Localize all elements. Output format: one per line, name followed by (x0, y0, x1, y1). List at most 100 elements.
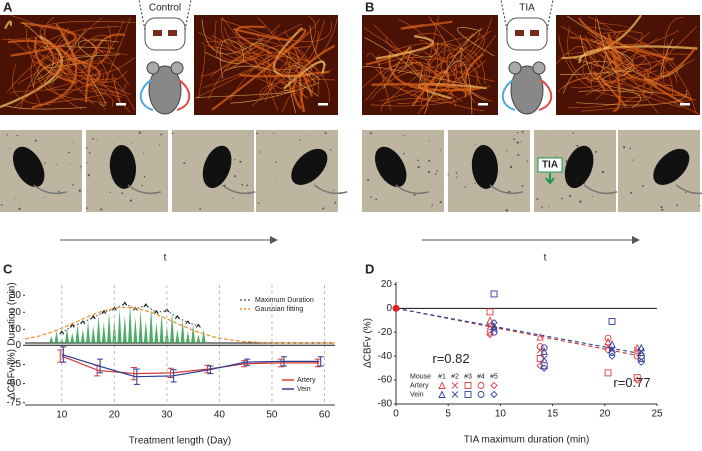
speck (464, 186, 467, 188)
marker (486, 328, 494, 336)
vessel (381, 71, 422, 106)
speck (474, 182, 476, 185)
speck (698, 205, 700, 207)
speck (516, 141, 519, 144)
vessel (370, 69, 478, 107)
vessel (102, 17, 131, 83)
vessel (405, 41, 439, 58)
vessel (26, 45, 108, 84)
speck (299, 139, 301, 142)
mouse-tail (583, 184, 618, 195)
speck (239, 160, 242, 163)
speck (9, 147, 11, 149)
error-bar (277, 358, 284, 368)
scale-bar (680, 103, 690, 106)
vessel (229, 46, 312, 101)
spike (101, 322, 106, 343)
vessel (595, 32, 643, 100)
speck (439, 201, 442, 204)
error-bar (317, 356, 324, 367)
speck (506, 150, 508, 152)
marker (477, 391, 485, 398)
spike (138, 310, 143, 343)
marker (540, 344, 548, 352)
marker (608, 340, 616, 348)
vessel (44, 29, 87, 85)
speck (85, 147, 88, 149)
mouse-body (109, 144, 136, 189)
vessel (69, 37, 123, 98)
error-bar (97, 358, 104, 374)
y-axis-label: ΔCBFv (%) (363, 318, 374, 368)
vessel (84, 33, 126, 103)
marker (604, 337, 612, 346)
spike (154, 322, 159, 343)
speck (86, 207, 88, 209)
vessel (228, 51, 300, 70)
vessel (230, 36, 291, 79)
speck (322, 207, 325, 210)
peak-marker (80, 320, 86, 325)
vessel (233, 45, 315, 86)
spike (196, 334, 201, 343)
speck (403, 152, 405, 155)
marker (540, 347, 548, 355)
vessel (78, 39, 119, 59)
marker (438, 390, 446, 398)
vessel (457, 27, 495, 57)
vessel (585, 53, 646, 96)
panel-title: Control (149, 3, 181, 14)
peak-marker (143, 303, 149, 308)
speck (131, 142, 133, 144)
spike (117, 308, 122, 343)
vessel (603, 79, 682, 108)
marker (540, 364, 548, 372)
speck (431, 204, 434, 206)
vessel (397, 35, 496, 104)
x-tick-label: 15 (547, 409, 559, 420)
error-bar (314, 358, 321, 368)
speck (44, 162, 46, 164)
vessel (30, 26, 120, 108)
legend-row: Vein (410, 391, 424, 398)
peak-marker (69, 323, 75, 328)
speck (199, 207, 201, 210)
vessel (211, 28, 307, 111)
mouse-body (471, 144, 498, 189)
spike (75, 324, 80, 343)
y-axis-label: Duration (min) (7, 282, 18, 345)
speck (57, 190, 60, 193)
speck (513, 138, 515, 141)
marker (604, 346, 612, 354)
guide (500, 0, 508, 31)
vessel (597, 22, 631, 34)
speck (109, 191, 111, 193)
y-tick-label: 0 (386, 303, 392, 314)
speck (556, 155, 558, 157)
y-tick-label: 30 (10, 290, 22, 301)
y-tick-label: -60 (378, 375, 393, 386)
speck (256, 132, 258, 135)
marker (477, 382, 485, 389)
marker (604, 369, 612, 377)
vessel (428, 28, 482, 101)
speck (69, 163, 71, 164)
spike (96, 315, 101, 343)
speck (6, 134, 8, 136)
brain-outline (144, 17, 186, 51)
legend-label: Maximum Duration (255, 297, 314, 304)
speck (435, 173, 437, 175)
marker (490, 290, 498, 298)
vessel (59, 84, 132, 101)
vessel (44, 16, 95, 106)
speck (456, 176, 458, 179)
speck (332, 189, 335, 192)
speck (439, 149, 441, 151)
speck (234, 158, 236, 161)
scale-bar (478, 103, 488, 106)
vessel (197, 43, 206, 100)
vessel (435, 27, 483, 77)
marker (633, 376, 641, 384)
y-tick-label: 20 (381, 279, 393, 290)
vessel (663, 17, 684, 82)
